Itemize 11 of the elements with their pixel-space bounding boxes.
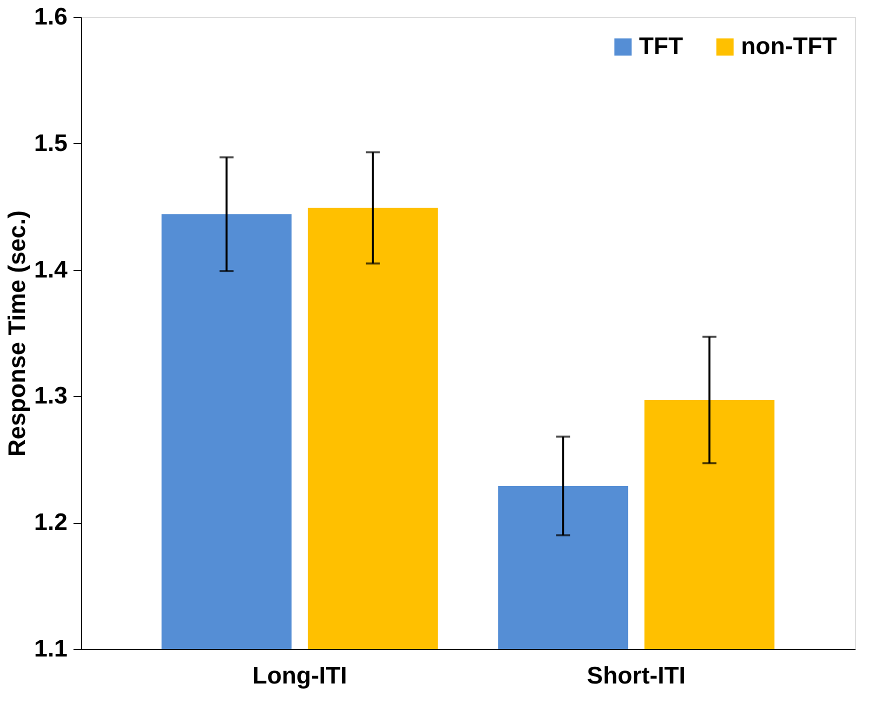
y-tick-label: 1.6: [34, 4, 68, 30]
legend-label: TFT: [639, 33, 684, 60]
y-tick-label: 1.1: [34, 636, 68, 662]
x-tick-label: Short-ITI: [586, 662, 686, 690]
y-tick-label: 1.5: [34, 130, 68, 157]
legend-label: non-TFT: [741, 33, 838, 60]
x-tick-label: Long-ITI: [252, 662, 348, 690]
y-tick-label: 1.2: [34, 509, 68, 536]
y-axis-title: Response Time (sec.): [4, 210, 32, 457]
y-tick-label: 1.4: [34, 256, 68, 284]
y-tick-label: 1.3: [34, 382, 68, 410]
